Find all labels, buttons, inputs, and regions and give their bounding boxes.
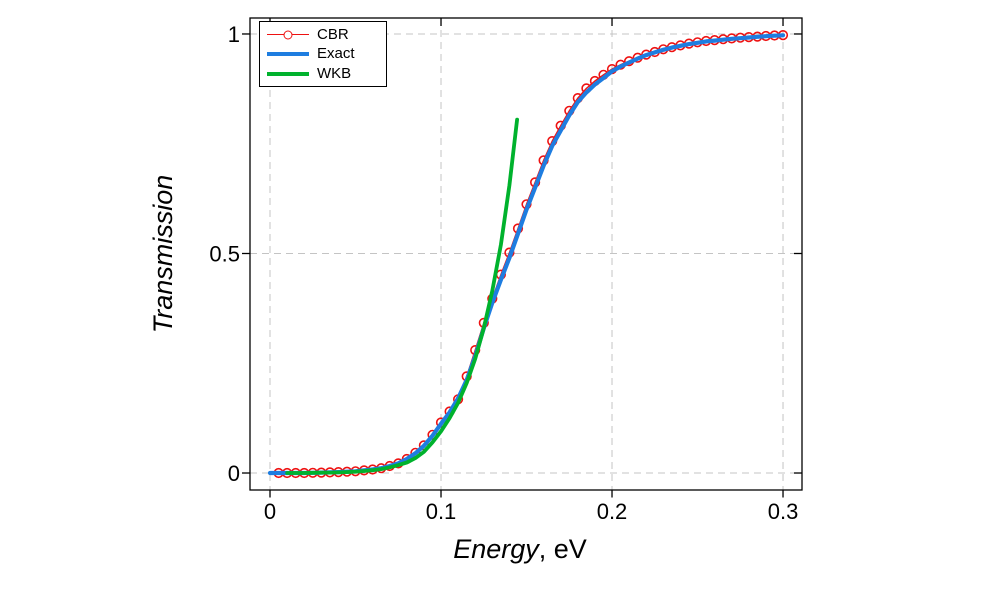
series-line-cbr: [277, 34, 784, 474]
x-tick-label: 0.2: [597, 499, 628, 524]
series-line-exact: [267, 33, 786, 476]
legend-entry-cbr: CBR: [267, 26, 379, 44]
plot-border: [249, 17, 803, 491]
legend-entry-exact: Exact: [267, 45, 379, 63]
x-axis-label-unit: , eV: [539, 534, 587, 564]
x-axis-label-name: Energy: [453, 534, 540, 564]
y-axis-label: Transmission: [148, 175, 178, 334]
cbr-circle-marker-icon: [283, 30, 293, 40]
gridlines: [250, 18, 802, 490]
wkb-line-sample: [267, 71, 309, 76]
exact-line-sample: [267, 52, 309, 56]
x-tick-label: 0: [264, 499, 276, 524]
data-series: [267, 29, 789, 479]
y-tick-label: 1: [228, 22, 240, 47]
legend-label-exact: Exact: [317, 45, 355, 62]
cbr-line-sample: [267, 30, 309, 40]
y-tick-label: 0.5: [209, 241, 240, 266]
x-axis-label: Energy, eV: [453, 534, 587, 564]
series-line-wkb: [285, 117, 519, 475]
axis-ticks: [242, 18, 802, 498]
x-tick-label: 0.1: [426, 499, 457, 524]
y-tick-label: 0: [228, 461, 240, 486]
tick-labels: 0 0.1 0.2 0.3 0 0.5 1: [209, 22, 798, 524]
x-tick-label: 0.3: [768, 499, 799, 524]
legend-label-cbr: CBR: [317, 25, 349, 43]
legend-label-wkb: WKB: [317, 64, 352, 82]
legend: CBR Exact WKB: [259, 21, 387, 87]
legend-entry-wkb: WKB: [267, 65, 379, 83]
